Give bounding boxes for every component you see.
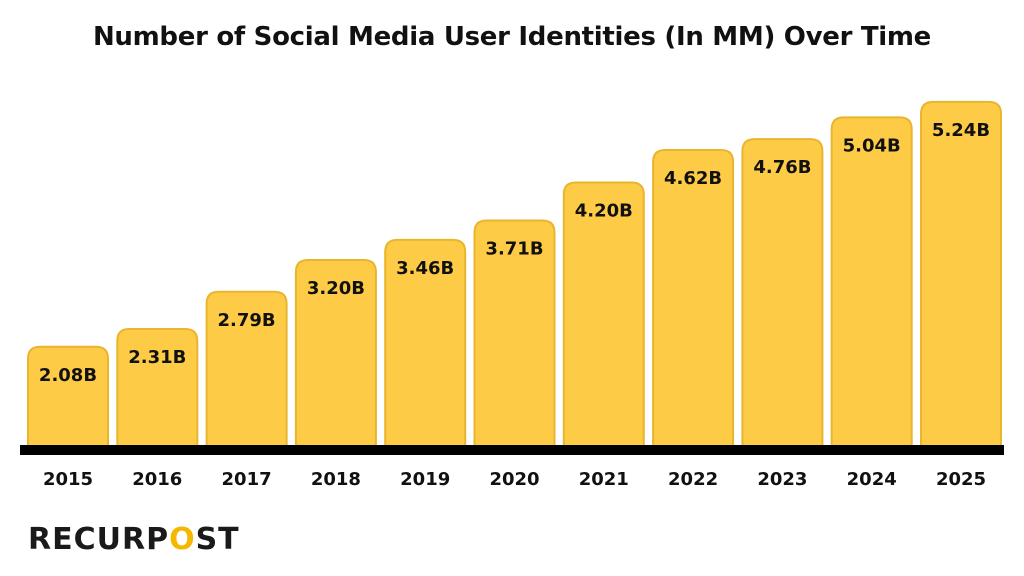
x-tick-label: 2024 xyxy=(847,469,897,490)
bar-2021 xyxy=(562,181,645,447)
chart-title: Number of Social Media User Identities (… xyxy=(92,22,932,52)
bar-2015 xyxy=(27,345,109,447)
bar-2017 xyxy=(205,290,288,447)
data-label: 5.04B xyxy=(843,135,901,156)
bar-2023 xyxy=(741,138,824,447)
bar-2024 xyxy=(830,116,913,447)
bar-2020 xyxy=(473,219,556,447)
x-tick-label: 2018 xyxy=(311,469,361,490)
recurpost-logo: RECURPOST xyxy=(28,522,240,557)
bar-2018 xyxy=(294,259,377,447)
data-label: 5.24B xyxy=(932,120,990,141)
x-tick-label: 2020 xyxy=(489,469,539,490)
data-label: 2.79B xyxy=(218,310,276,331)
data-label: 4.76B xyxy=(753,157,811,178)
bar-2022 xyxy=(652,148,735,447)
data-label: 3.20B xyxy=(307,278,365,299)
data-label: 2.31B xyxy=(128,347,186,368)
x-tick-label: 2015 xyxy=(43,469,93,490)
data-label: 3.46B xyxy=(396,258,454,279)
data-label: 4.62B xyxy=(664,168,722,189)
data-label: 3.71B xyxy=(485,238,543,259)
x-tick-label: 2017 xyxy=(222,469,272,490)
bar-2025 xyxy=(920,100,1002,447)
x-tick-label: 2025 xyxy=(936,469,986,490)
x-tick-label: 2022 xyxy=(668,469,718,490)
x-axis-baseline xyxy=(20,445,1004,455)
data-label: 4.20B xyxy=(575,201,633,222)
x-tick-label: 2016 xyxy=(132,469,182,490)
x-tick-label: 2019 xyxy=(400,469,450,490)
data-label: 2.08B xyxy=(39,365,97,386)
x-tick-label: 2021 xyxy=(579,469,629,490)
x-tick-label: 2023 xyxy=(757,469,807,490)
bar-2016 xyxy=(116,327,199,447)
bar-2019 xyxy=(384,238,467,447)
